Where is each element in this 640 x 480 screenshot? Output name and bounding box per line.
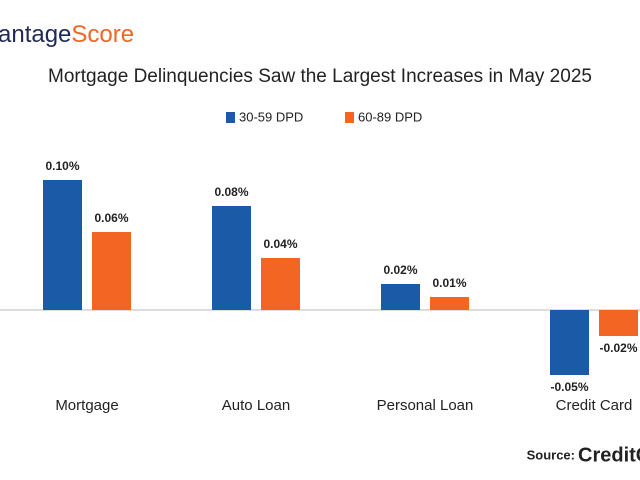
source-label: Source: [527, 447, 575, 462]
legend-label: 60-89 DPD [358, 109, 422, 124]
bar [381, 284, 420, 310]
logo-dark: antage [0, 21, 71, 48]
x-tick-label: Personal Loan [377, 397, 474, 414]
bar [550, 310, 589, 375]
value-label: 0.08% [214, 185, 248, 199]
bar [43, 180, 82, 310]
legend-swatch [345, 112, 354, 123]
value-label: 0.04% [263, 237, 297, 251]
bar [261, 258, 300, 310]
bar [430, 297, 469, 310]
value-label: 0.06% [94, 211, 128, 225]
logo: antageScore [0, 21, 134, 48]
bar [92, 232, 131, 310]
legend-label: 30-59 DPD [239, 109, 303, 124]
x-tick-label: Credit Card [556, 397, 633, 414]
value-label: 0.10% [45, 159, 79, 173]
x-tick-label: Mortgage [55, 397, 118, 414]
logo-accent: Score [71, 21, 134, 48]
legend-swatch [226, 112, 235, 123]
chart-title: Mortgage Delinquencies Saw the Largest I… [48, 66, 592, 87]
value-label: 0.02% [383, 263, 417, 277]
value-label: -0.05% [550, 380, 588, 394]
value-label: -0.02% [599, 341, 637, 355]
x-tick-label: Auto Loan [222, 397, 290, 414]
value-label: 0.01% [432, 276, 466, 290]
bar [212, 206, 251, 310]
bar [599, 310, 638, 336]
